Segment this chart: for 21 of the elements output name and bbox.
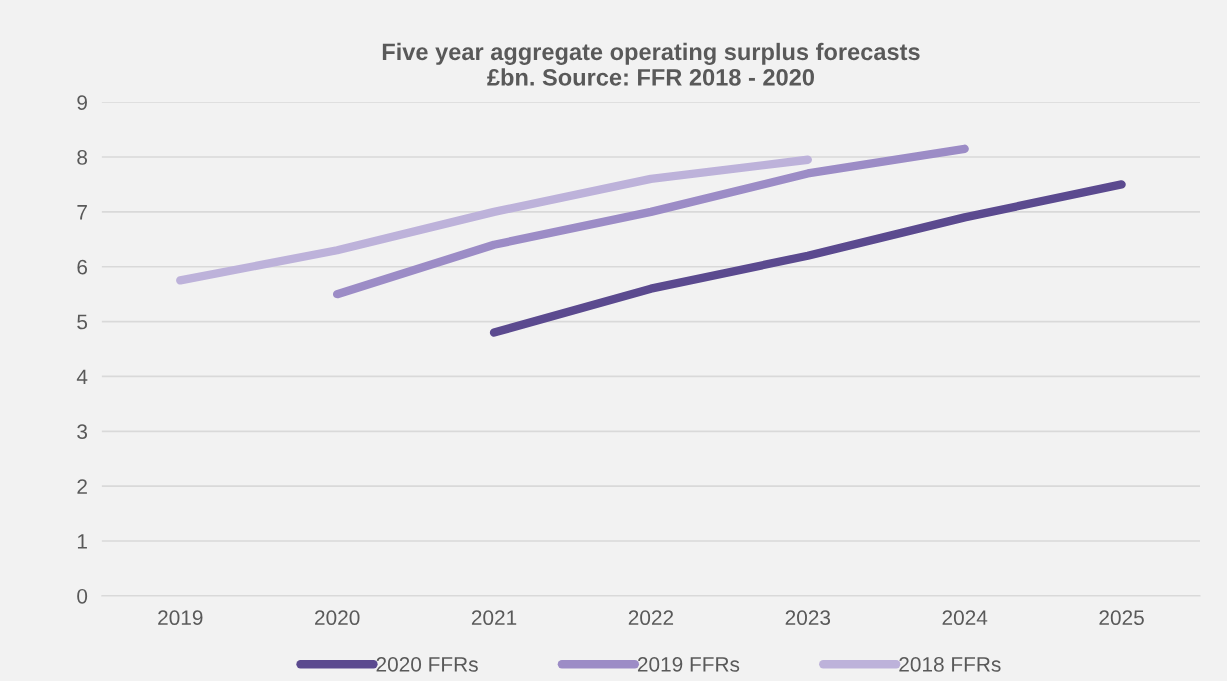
legend-label: 2019 FFRs bbox=[637, 657, 740, 672]
y-tick-label: 8 bbox=[77, 150, 88, 165]
legend-label: 2020 FFRs bbox=[376, 657, 478, 672]
x-tick-label: 2024 bbox=[942, 610, 988, 626]
y-tick-label: 1 bbox=[77, 534, 87, 549]
y-tick-label: 3 bbox=[77, 424, 88, 440]
legend-label: 2018 FFRs bbox=[899, 657, 1001, 672]
y-tick-label: 9 bbox=[77, 95, 87, 110]
y-tick-label: 5 bbox=[77, 314, 88, 330]
y-tick-label: 4 bbox=[76, 369, 88, 384]
x-tick-label: 2021 bbox=[471, 610, 517, 626]
x-tick-label: 2025 bbox=[1099, 610, 1144, 626]
x-tick-label: 2023 bbox=[785, 610, 831, 626]
x-tick-label: 2022 bbox=[628, 610, 674, 626]
y-tick-label: 6 bbox=[77, 259, 88, 275]
x-tick-label: 2019 bbox=[158, 610, 203, 626]
y-tick-label: 7 bbox=[77, 205, 87, 220]
y-tick-label: 2 bbox=[77, 479, 87, 494]
y-tick-label: 0 bbox=[77, 588, 88, 604]
chart-title: Five year aggregate operating surplus forecasts £bn. Source: FFR 2018 - 2020 bbox=[382, 42, 920, 86]
x-tick-label: 2020 bbox=[315, 610, 360, 626]
